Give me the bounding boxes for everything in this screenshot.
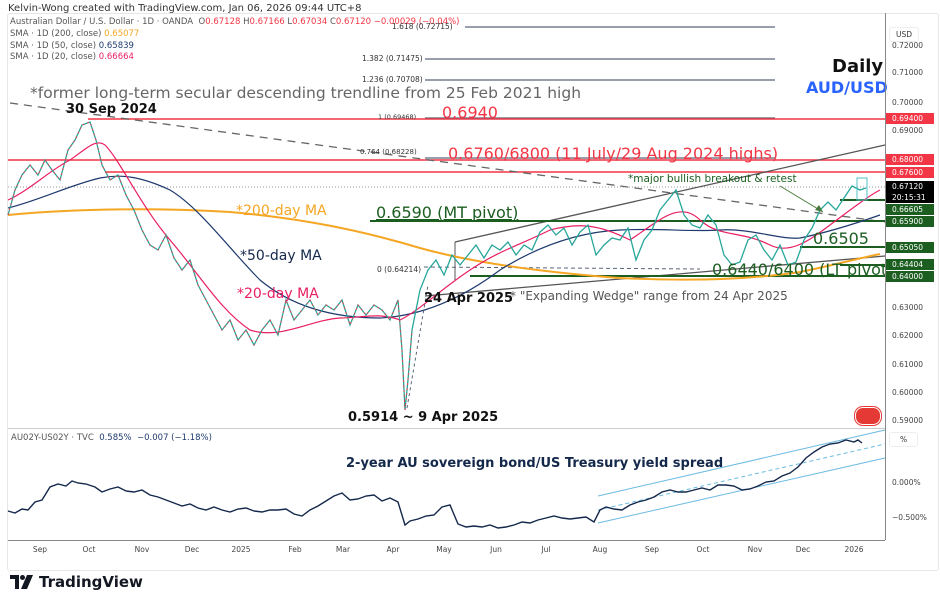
ma20-annotation: *20-day MA — [237, 286, 319, 302]
y-tick: 0.63000 — [892, 303, 924, 312]
y-tick: 0.69000 — [892, 126, 924, 135]
fib-label-1236: 1.236 (0.70708) — [362, 75, 423, 84]
x-tick: Dec — [184, 545, 200, 554]
percent-unit[interactable]: % — [889, 432, 919, 447]
price-label-0640: 0.64000 — [886, 271, 934, 282]
ma200-annotation: *200-day MA — [236, 203, 327, 219]
price-label-0680: 0.68000 — [886, 154, 934, 165]
spread-annotation: 2-year AU sovereign bond/US Treasury yie… — [346, 456, 724, 471]
sma50-row[interactable]: SMA · 1D (50, close) 0.65839 — [10, 41, 460, 53]
spread-y-tick: −0.500% — [892, 513, 927, 522]
x-tick: Nov — [747, 545, 763, 554]
sma50-label: SMA · 1D (50, close) — [10, 40, 97, 51]
spread-legend: AU02Y-US02Y · TVC 0.585% −0.007 (−1.18%) — [11, 433, 212, 443]
change-value: −0.00029 (−0.04%) — [373, 17, 460, 27]
x-tick: Aug — [592, 545, 608, 554]
x-tick: Jul — [541, 545, 551, 554]
x-tick: Nov — [134, 545, 150, 554]
x-tick: Apr — [386, 545, 400, 554]
high-label: H — [243, 17, 250, 27]
x-tick: Sep — [32, 545, 48, 554]
open-value: 0.67128 — [205, 17, 241, 27]
price-label-06605: 0.66605 — [886, 204, 934, 215]
low-label: L — [287, 17, 293, 27]
sma200-row[interactable]: SMA · 1D (200, close) 0.65077 — [10, 29, 460, 41]
pivot-lt-annotation: 0.6440/6400 (LT pivot) — [712, 260, 885, 279]
us-flag-icon[interactable] — [855, 407, 881, 425]
low-value: 0.67034 — [292, 17, 328, 27]
level-0694-annotation: 0.6940 — [442, 103, 498, 122]
wedge-annotation: * "Expanding Wedge" range from 24 Apr 20… — [510, 289, 788, 303]
x-tick: Mar — [335, 545, 351, 554]
sma200-label: SMA · 1D (200, close) — [10, 28, 102, 39]
sma20-row[interactable]: SMA · 1D (20, close) 0.66664 — [10, 52, 460, 64]
x-tick: Dec — [795, 545, 811, 554]
tradingview-logo-icon — [10, 575, 33, 589]
breakout-annotation: *major bullish breakout & retest — [628, 173, 797, 185]
apr24-annotation: 24 Apr 2025 — [424, 291, 514, 306]
low-annotation: 0.5914 ~ 9 Apr 2025 — [348, 410, 499, 425]
spread-value: 0.585% — [99, 433, 132, 443]
price-label-06505: 0.65050 — [886, 242, 934, 253]
pivot-mt-annotation: 0.6590 (MT pivot) — [376, 203, 519, 222]
level-0676-annotation: 0.6760/6800 (11 July/29 Aug 2024 highs) — [448, 144, 779, 163]
level-0505-annotation: 0.6505 — [813, 229, 869, 248]
sma200-value: 0.65077 — [104, 28, 140, 39]
open-label: O — [198, 17, 206, 27]
x-tick: May — [436, 545, 452, 554]
chart-credit: Kelvin-Wong created with TradingView.com… — [8, 3, 362, 14]
y-tick: 0.60000 — [892, 388, 924, 397]
timeframe-title: Daily — [832, 56, 884, 77]
ma50-annotation: *50-day MA — [240, 248, 322, 264]
spread-y-tick: 0.000% — [892, 478, 921, 487]
sma20-value: 0.66664 — [98, 52, 134, 63]
sma50-value: 0.65839 — [98, 40, 134, 51]
time-axis[interactable] — [8, 540, 885, 559]
high-value: 0.67166 — [249, 17, 285, 27]
close-label: C — [329, 17, 336, 27]
sma20-label: SMA · 1D (20, close) — [10, 52, 97, 63]
sep2024-annotation: 30 Sep 2024 — [66, 102, 157, 117]
price-label-0676: 0.67600 — [886, 167, 934, 178]
symbol-name[interactable]: Australian Dollar / U.S. Dollar · 1D · O… — [10, 17, 194, 27]
x-tick: Oct — [696, 545, 710, 554]
x-tick: Oct — [82, 545, 96, 554]
pair-title: AUD/USD — [806, 78, 888, 97]
currency-unit[interactable]: USD — [889, 27, 920, 42]
x-tick: Jun — [490, 545, 502, 554]
fib-label-1618: 1.618 (0.72715) — [392, 22, 453, 31]
x-tick: 2026 — [844, 545, 864, 554]
spread-symbol[interactable]: AU02Y-US02Y · TVC — [11, 433, 94, 443]
fib-label-0: 0 (0.64214) — [377, 265, 422, 274]
fib-label-1: 1 (0.69468) — [378, 113, 417, 121]
chart-frame — [7, 13, 939, 571]
x-tick: Sep — [644, 545, 660, 554]
last-price-label: 0.67120 — [886, 181, 934, 192]
tradingview-logo: TradingView — [10, 573, 143, 591]
y-tick: 0.59000 — [892, 416, 924, 425]
y-tick: 0.61000 — [892, 360, 924, 369]
close-value: 0.67120 — [335, 17, 372, 27]
ohlc-row: Australian Dollar / U.S. Dollar · 1D · O… — [10, 17, 460, 29]
x-tick: 2025 — [231, 545, 251, 554]
price-label-0659: 0.65900 — [886, 216, 934, 227]
countdown-label: 20:15:31 — [886, 192, 934, 203]
trendline-annotation: *former long-term secular descending tre… — [30, 84, 582, 102]
x-tick: Feb — [288, 545, 302, 554]
y-tick: 0.71000 — [892, 68, 924, 77]
symbol-legend: Australian Dollar / U.S. Dollar · 1D · O… — [10, 17, 460, 64]
y-tick: 0.72000 — [892, 41, 924, 50]
fib-label-0764: 0.764 (0.68228) — [360, 148, 417, 156]
brand-name: TradingView — [39, 573, 143, 591]
y-tick: 0.62000 — [892, 331, 924, 340]
price-axis[interactable] — [885, 13, 938, 540]
price-label-0694: 0.69400 — [886, 113, 934, 124]
spread-change: −0.007 (−1.18%) — [137, 433, 212, 443]
pane-separator[interactable] — [8, 428, 885, 429]
fib-label-1382: 1.382 (0.71475) — [362, 54, 423, 63]
price-label-06440: 0.64404 — [886, 259, 934, 270]
y-tick: 0.70000 — [892, 98, 924, 107]
